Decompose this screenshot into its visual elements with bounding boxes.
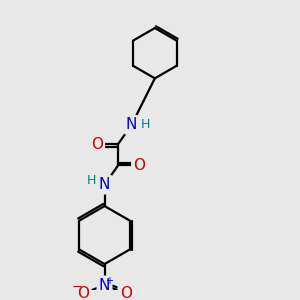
Text: O: O [91,136,103,152]
Text: O: O [120,286,132,300]
Text: N: N [99,278,110,293]
Text: O: O [134,158,146,173]
Text: −: − [72,281,83,294]
Text: O: O [77,286,89,300]
Text: H: H [140,118,150,131]
Text: H: H [86,174,96,188]
Text: N: N [126,117,137,132]
Text: N: N [99,177,110,192]
Text: +: + [105,275,113,286]
